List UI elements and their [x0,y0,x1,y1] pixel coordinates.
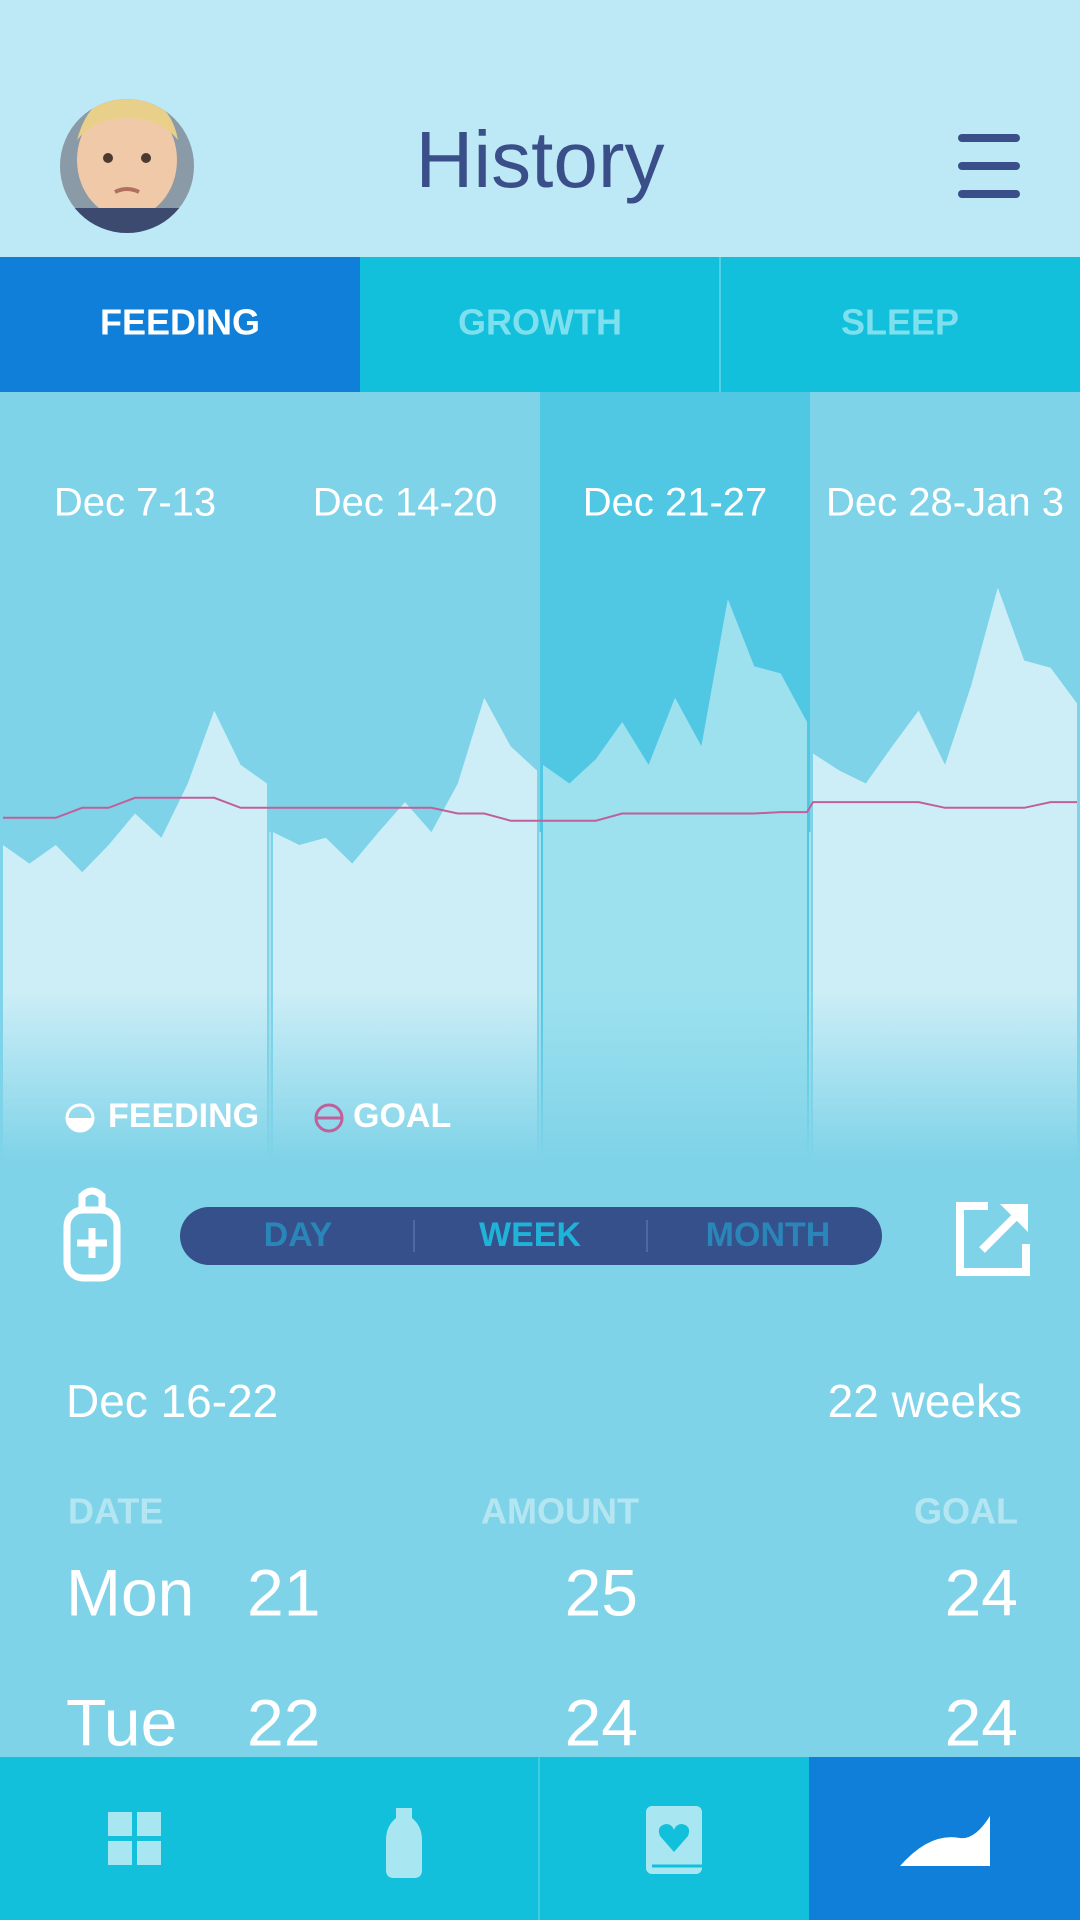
column-header: GOAL [914,1491,1018,1532]
chart: Dec 7-13 Dec 14-20 Dec 21-27 Dec 28-Jan 3 [0,392,1080,1160]
row-goal: 24 [945,1555,1018,1629]
week-label[interactable]: Dec 14-20 [313,481,498,525]
range-option[interactable]: WEEK [479,1216,581,1254]
row-date: 21 [247,1555,320,1629]
legend-label: GOAL [353,1097,451,1135]
tab-bg[interactable] [360,257,720,392]
nav-journal[interactable] [646,1806,702,1874]
export-button[interactable] [956,1202,1030,1276]
menu-button[interactable] [958,134,1020,198]
row-day: Mon [66,1555,194,1629]
range-option[interactable]: MONTH [706,1216,831,1254]
tab-label[interactable]: GROWTH [458,302,622,343]
range-selector [180,1207,882,1265]
row-day: Tue [66,1685,177,1759]
goal-line [3,796,1077,822]
table-rows: Mon 21 25 24 Tue 22 24 24 [66,1555,1018,1759]
nav-dashboard[interactable] [108,1812,161,1865]
tab-label[interactable]: FEEDING [100,302,260,343]
row-goal: 24 [945,1685,1018,1759]
range-option[interactable]: DAY [264,1216,333,1254]
tab-bg[interactable] [720,257,1080,392]
page-title: History [416,115,665,204]
row-date: 22 [247,1685,320,1759]
week-label[interactable]: Dec 28-Jan 3 [826,481,1064,525]
column-header: DATE [68,1491,163,1532]
chart-fade [0,990,1080,1160]
add-feeding-button[interactable] [63,1187,121,1282]
column-header: AMOUNT [481,1491,639,1532]
nav-history[interactable] [900,1816,990,1866]
age-label: 22 weeks [828,1375,1022,1427]
week-label[interactable]: Dec 21-27 [583,481,768,525]
tab-label[interactable]: SLEEP [841,302,959,343]
week-label[interactable]: Dec 7-13 [54,481,216,525]
period-label: Dec 16-22 [66,1375,278,1427]
legend-icon [67,1118,93,1131]
tab-active-bg[interactable] [0,257,360,392]
legend: FEEDING GOAL [65,1097,451,1135]
nav-feeding[interactable] [386,1808,422,1878]
legend-label: FEEDING [108,1097,259,1135]
row-amount: 24 [565,1685,638,1759]
row-amount: 25 [565,1555,638,1629]
